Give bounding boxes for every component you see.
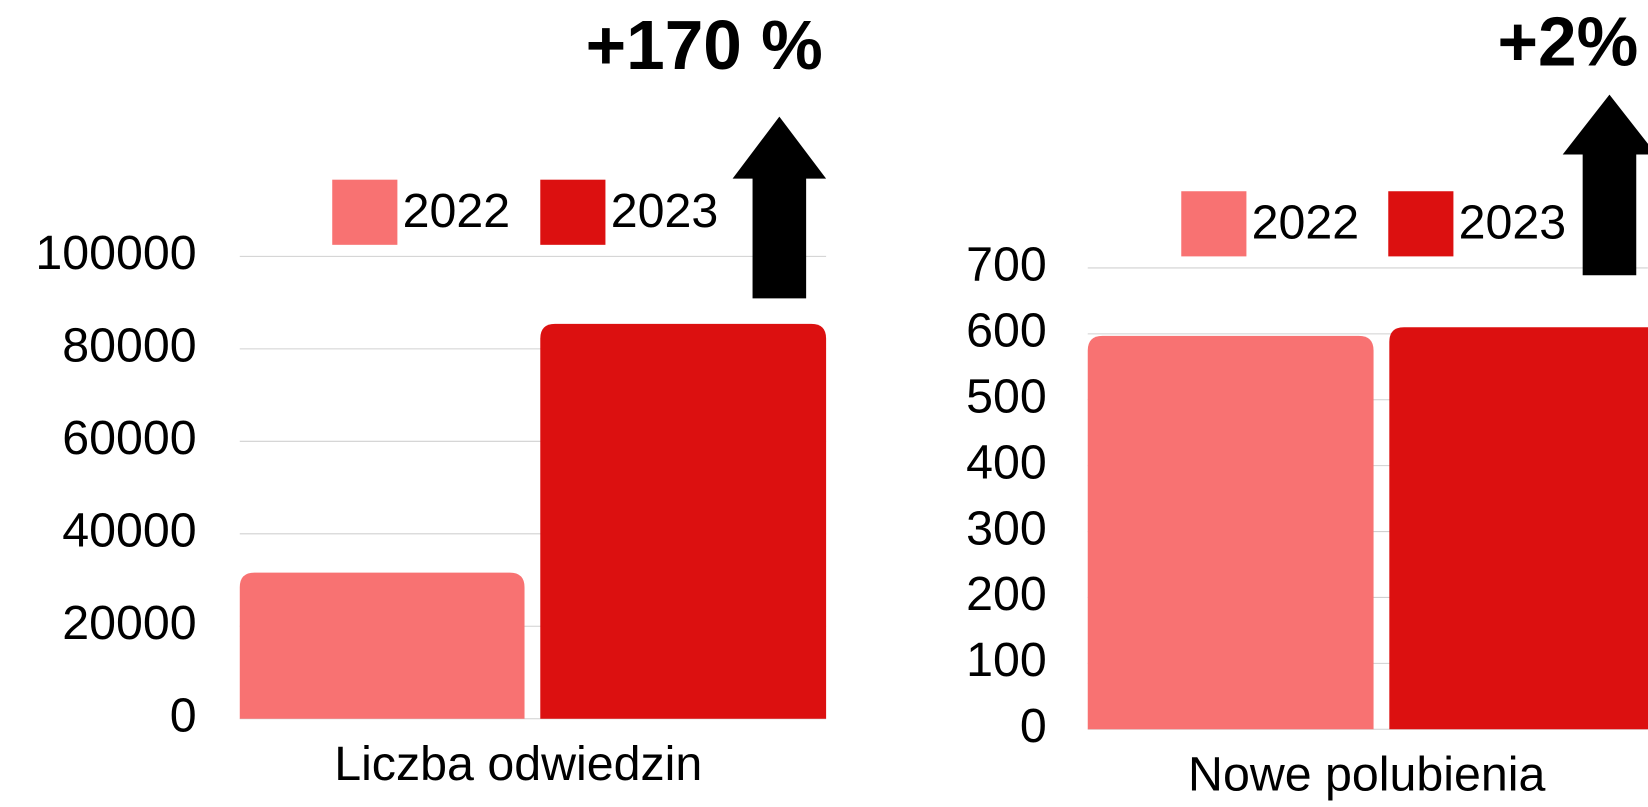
- y-tick-label: 300: [966, 501, 1047, 555]
- bar: [239, 572, 525, 719]
- legend-label: 2022: [1252, 196, 1360, 250]
- y-tick-label: 100: [966, 633, 1047, 687]
- y-tick-label: 200: [966, 567, 1047, 621]
- arrow-icon: [1562, 94, 1648, 276]
- y-tick-label: 0: [1020, 699, 1047, 753]
- legend-swatch: [1388, 191, 1454, 257]
- legend-label: 2023: [611, 184, 719, 238]
- y-tick-label: 40000: [62, 504, 196, 558]
- y-tick-label: 0: [170, 689, 197, 743]
- y-tick-label: 100000: [35, 226, 196, 280]
- legend-swatch: [332, 179, 398, 245]
- legend-swatch: [540, 179, 606, 245]
- legend-label: 2023: [1459, 196, 1567, 250]
- annotation: +2%: [1498, 3, 1639, 81]
- x-tick-label: Liczba odwiedzin: [334, 737, 702, 791]
- legend-swatch: [1181, 191, 1247, 257]
- y-tick-label: 600: [966, 304, 1047, 358]
- bar: [540, 323, 827, 719]
- y-tick-label: 60000: [62, 411, 196, 465]
- arrow-icon: [732, 116, 827, 299]
- x-tick-label: Nowe polubienia: [1188, 747, 1545, 801]
- y-tick-label: 700: [966, 238, 1047, 292]
- legend-label: 2022: [403, 184, 511, 238]
- annotation: +170 %: [586, 6, 823, 84]
- y-tick-label: 20000: [62, 596, 196, 650]
- y-tick-label: 500: [966, 370, 1047, 424]
- bar: [1389, 327, 1648, 730]
- y-tick-label: 400: [966, 435, 1047, 489]
- y-tick-label: 80000: [62, 319, 196, 373]
- bar: [1087, 335, 1374, 730]
